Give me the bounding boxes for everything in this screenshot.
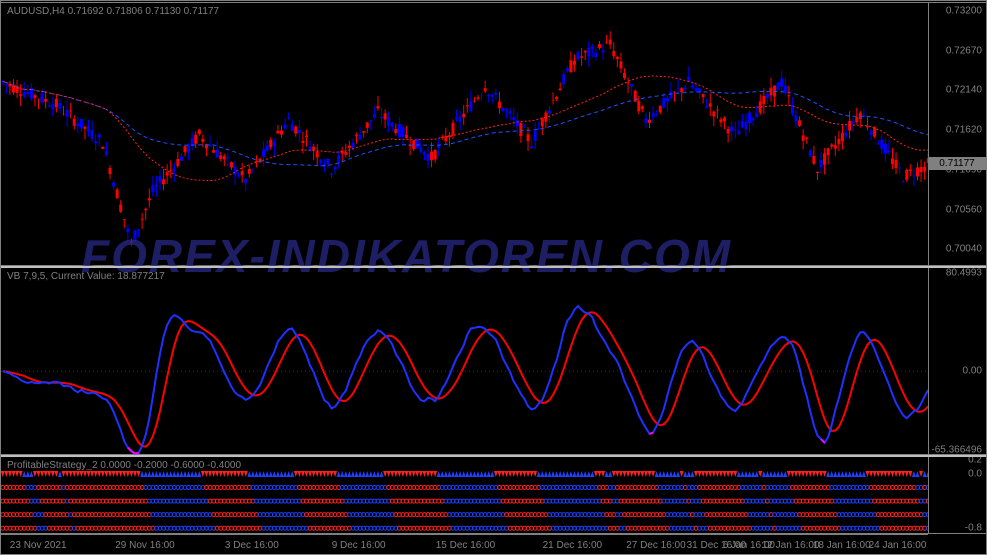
price-title: AUDUSD,H4 0.71692 0.71806 0.71130 0.7117… <box>7 6 219 17</box>
price-y-axis: 0.732000.726700.721400.716200.710900.705… <box>928 3 986 265</box>
vb-title: VB 7,9,5, Current Value: 18.877217 <box>7 271 165 282</box>
price-svg <box>1 3 930 267</box>
chart-container: AUDUSD,H4 0.71692 0.71806 0.71130 0.7117… <box>0 0 987 555</box>
time-tick: 27 Dec 16:00 <box>626 540 686 551</box>
time-tick: 23 Nov 2021 <box>10 540 67 551</box>
price-panel[interactable]: AUDUSD,H4 0.71692 0.71806 0.71130 0.7117… <box>1 2 986 266</box>
strategy-y-axis: 0.20.0-0.8 <box>928 457 986 533</box>
vb-chart-area[interactable]: VB 7,9,5, Current Value: 18.877217 <box>1 268 928 454</box>
time-tick: 15 Dec 16:00 <box>436 540 496 551</box>
time-axis: 23 Nov 2021 29 Nov 16:00 3 Dec 16:00 9 Dec … <box>1 534 928 554</box>
vb-svg <box>1 268 930 456</box>
time-tick: 9 Dec 16:00 <box>332 540 386 551</box>
vb-panel[interactable]: VB 7,9,5, Current Value: 18.877217 80.49… <box>1 267 986 455</box>
strategy-chart-area[interactable]: ProfitableStrategy_2 0.0000 -0.2000 -0.6… <box>1 457 928 533</box>
vb-y-axis: 80.49930.00-65.366496 <box>928 268 986 454</box>
strategy-panel[interactable]: ProfitableStrategy_2 0.0000 -0.2000 -0.6… <box>1 456 986 534</box>
time-tick: 12 Jan 16:00 <box>762 540 820 551</box>
watermark: FOREX-INDIKATOREN.COM <box>81 229 732 283</box>
price-chart-area[interactable]: AUDUSD,H4 0.71692 0.71806 0.71130 0.7117… <box>1 3 928 265</box>
panel-divider-1[interactable] <box>1 266 986 268</box>
panel-divider-2[interactable] <box>1 455 986 457</box>
time-tick: 29 Nov 16:00 <box>115 540 175 551</box>
current-price-tag: 0.71177 <box>928 157 986 170</box>
time-tick: 3 Dec 16:00 <box>225 540 279 551</box>
time-tick: 21 Dec 16:00 <box>543 540 603 551</box>
time-tick: 18 Jan 16:00 <box>813 540 871 551</box>
strategy-title: ProfitableStrategy_2 0.0000 -0.2000 -0.6… <box>7 460 241 471</box>
ohlc-values: 0.71692 0.71806 0.71130 0.71177 <box>68 6 219 17</box>
symbol-label: AUDUSD,H4 <box>7 6 65 17</box>
time-tick: 24 Jan 16:00 <box>869 540 927 551</box>
